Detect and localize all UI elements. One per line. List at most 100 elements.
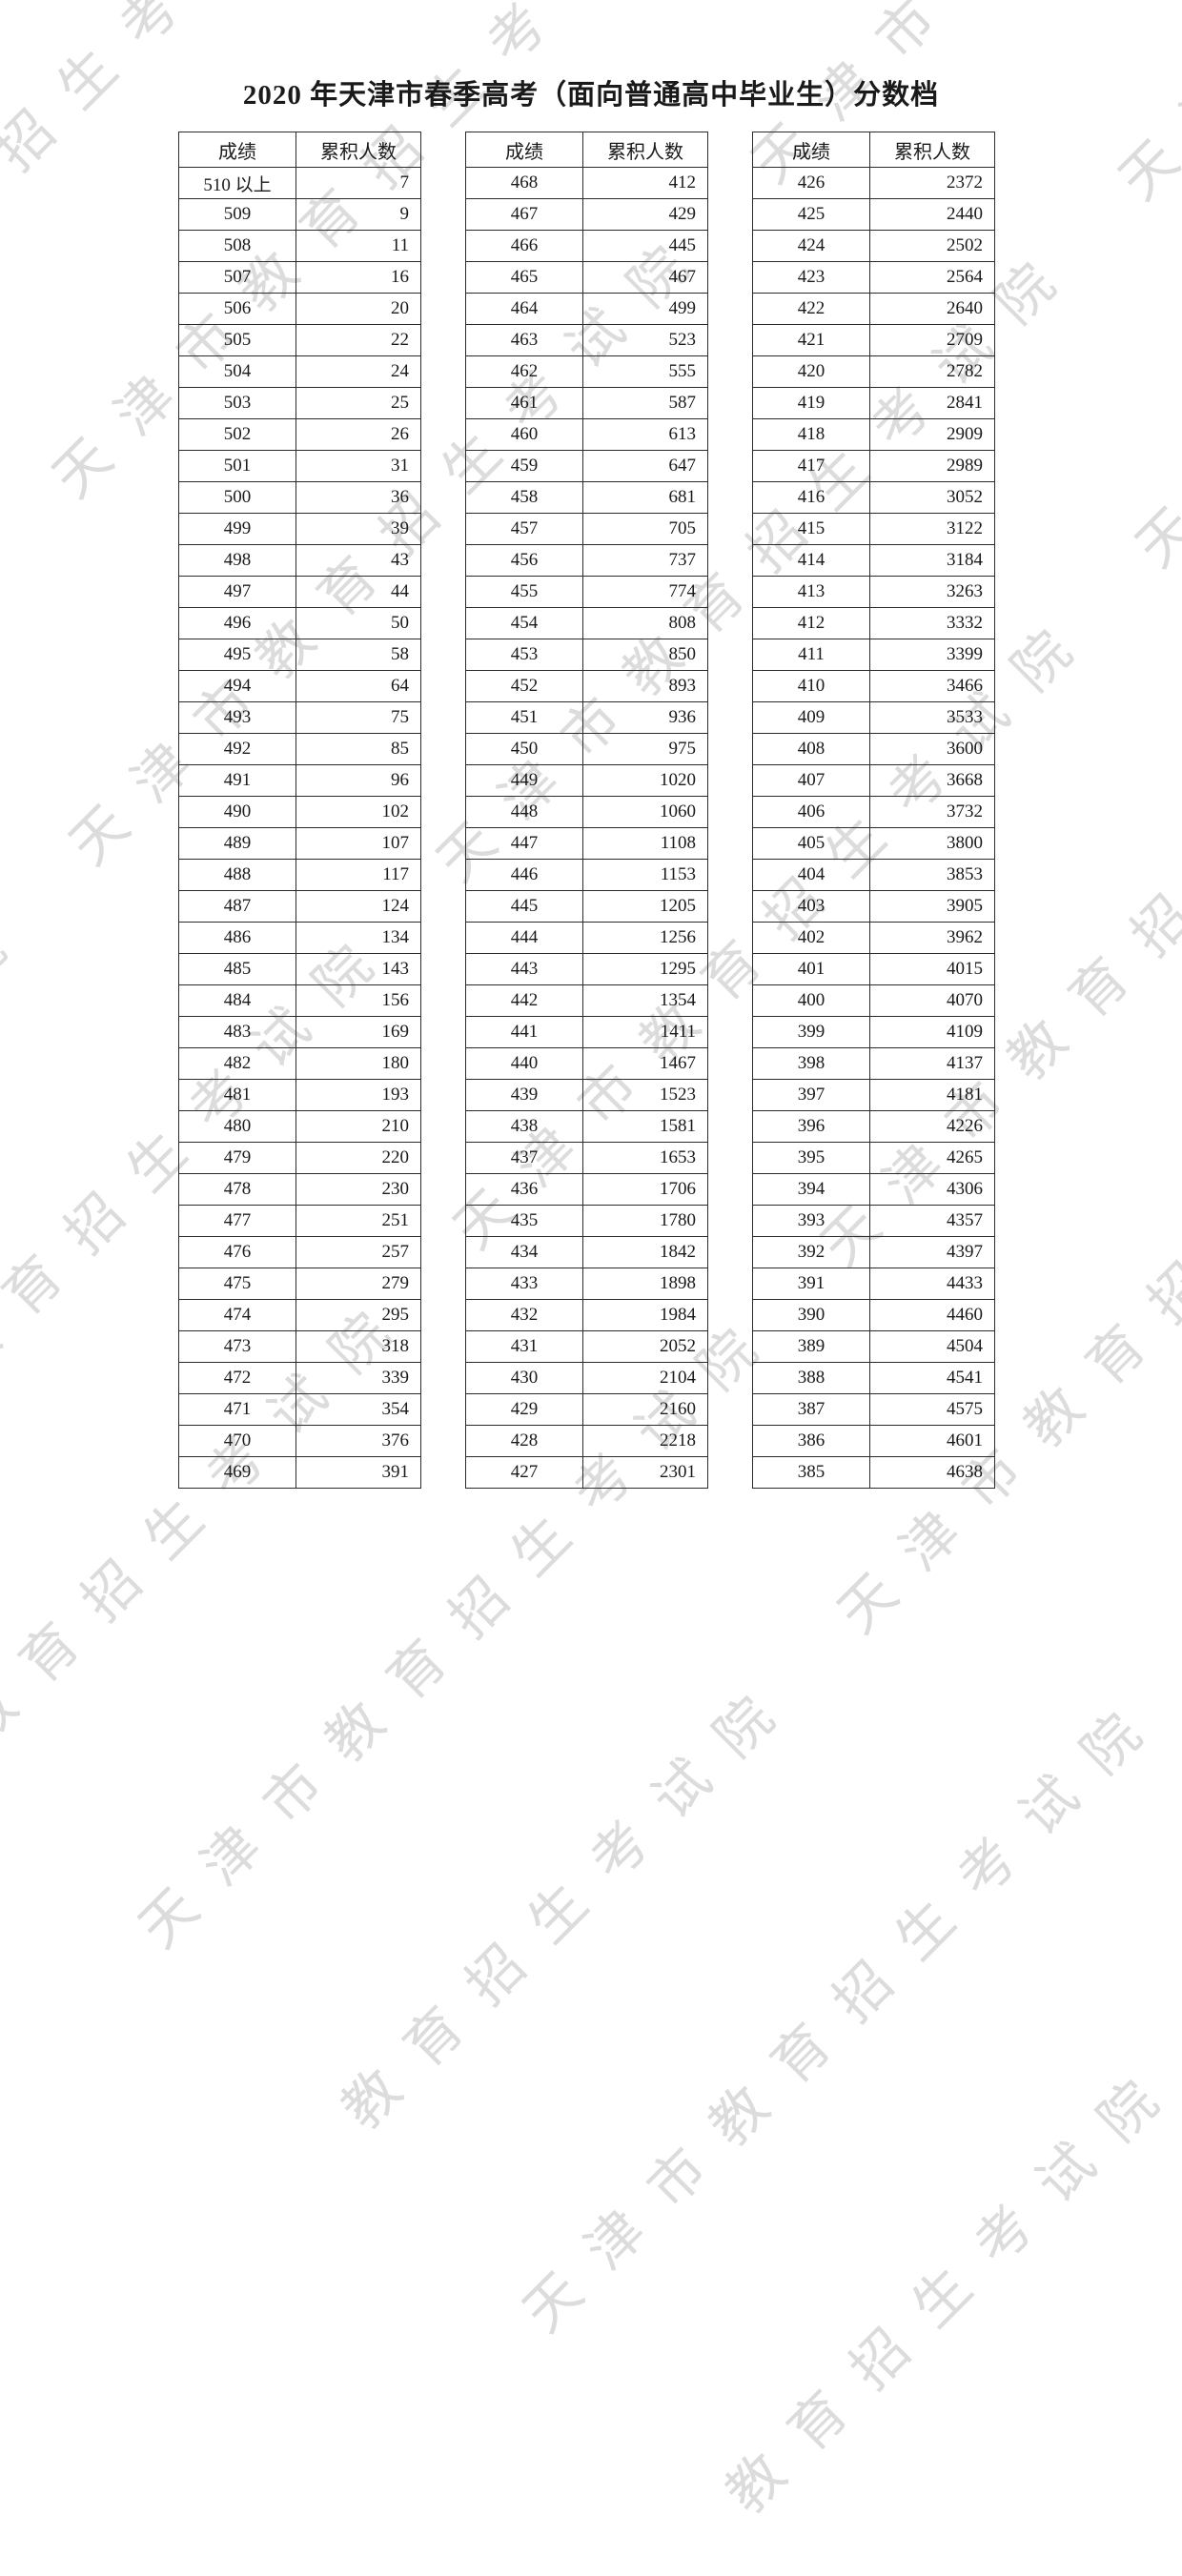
score-cell: 491: [178, 764, 296, 797]
score-cell: 447: [465, 827, 583, 860]
table-row: 415 3122: [752, 513, 995, 545]
score-cell: 493: [178, 701, 296, 734]
count-cell: 354: [296, 1393, 421, 1426]
score-cell: 434: [465, 1236, 583, 1268]
count-cell: 102: [296, 796, 421, 828]
score-cell: 442: [465, 984, 583, 1017]
table-row: 406 3732: [752, 796, 995, 828]
count-cell: 613: [582, 418, 708, 451]
count-cell: 4601: [869, 1425, 995, 1457]
score-cell: 449: [465, 764, 583, 797]
score-tables-container: 成绩 累积人数 510 以上 7 509 9 508 11 507 16 506 20 505 22 504…: [178, 132, 995, 1489]
score-cell: 456: [465, 544, 583, 577]
count-cell: 2440: [869, 198, 995, 231]
count-cell: 26: [296, 418, 421, 451]
score-cell: 477: [178, 1205, 296, 1237]
table-row: 423 2564: [752, 261, 995, 294]
score-cell: 473: [178, 1330, 296, 1363]
score-cell: 439: [465, 1079, 583, 1111]
table-row: 462 555: [465, 355, 708, 388]
score-cell: 471: [178, 1393, 296, 1426]
count-cell: 429: [582, 198, 708, 231]
table-row: 472 339: [178, 1362, 421, 1394]
count-cell: 193: [296, 1079, 421, 1111]
table-row: 395 4265: [752, 1142, 995, 1174]
score-cell: 441: [465, 1016, 583, 1048]
table-row: 410 3466: [752, 670, 995, 702]
count-cell: 3399: [869, 639, 995, 671]
score-cell: 420: [752, 355, 870, 388]
count-cell: 4357: [869, 1205, 995, 1237]
table-row: 461 587: [465, 387, 708, 419]
score-column-header: 成绩: [178, 132, 296, 168]
count-cell: 3800: [869, 827, 995, 860]
table-row: 424 2502: [752, 230, 995, 262]
table-row: 496 50: [178, 607, 421, 639]
count-cell: 774: [582, 576, 708, 608]
table-row: 434 1842: [465, 1236, 708, 1268]
score-cell: 435: [465, 1205, 583, 1237]
table-row: 475 279: [178, 1268, 421, 1300]
score-cell: 472: [178, 1362, 296, 1394]
score-cell: 408: [752, 733, 870, 765]
score-cell: 422: [752, 293, 870, 325]
count-cell: 20: [296, 293, 421, 325]
score-cell: 394: [752, 1173, 870, 1206]
count-cell: 4265: [869, 1142, 995, 1174]
table-row: 477 251: [178, 1205, 421, 1237]
score-cell: 418: [752, 418, 870, 451]
count-cell: 3600: [869, 733, 995, 765]
score-cell: 414: [752, 544, 870, 577]
score-cell: 429: [465, 1393, 583, 1426]
count-cell: 1984: [582, 1299, 708, 1331]
score-cell: 460: [465, 418, 583, 451]
score-cell: 486: [178, 922, 296, 954]
table-row: 388 4541: [752, 1362, 995, 1394]
score-cell: 433: [465, 1268, 583, 1300]
table-row: 485 143: [178, 953, 421, 985]
table-row: 483 169: [178, 1016, 421, 1048]
table-row: 439 1523: [465, 1079, 708, 1111]
count-column-header: 累积人数: [296, 132, 421, 168]
score-cell: 507: [178, 261, 296, 294]
count-cell: 808: [582, 607, 708, 639]
count-cell: 4575: [869, 1393, 995, 1426]
count-cell: 4181: [869, 1079, 995, 1111]
score-cell: 421: [752, 324, 870, 356]
score-cell: 419: [752, 387, 870, 419]
table-row: 464 499: [465, 293, 708, 325]
score-cell: 467: [465, 198, 583, 231]
table-row: 493 75: [178, 701, 421, 734]
count-cell: 2909: [869, 418, 995, 451]
table-row: 428 2218: [465, 1425, 708, 1457]
table-row: 427 2301: [465, 1456, 708, 1489]
count-cell: 555: [582, 355, 708, 388]
table-row: 492 85: [178, 733, 421, 765]
table-row: 452 893: [465, 670, 708, 702]
score-cell: 385: [752, 1456, 870, 1489]
score-cell: 416: [752, 481, 870, 514]
count-cell: 39: [296, 513, 421, 545]
table-row: 390 4460: [752, 1299, 995, 1331]
table-row: 444 1256: [465, 922, 708, 954]
score-cell: 459: [465, 450, 583, 482]
score-column-header: 成绩: [465, 132, 583, 168]
table-row: 392 4397: [752, 1236, 995, 1268]
score-cell: 432: [465, 1299, 583, 1331]
count-cell: 3184: [869, 544, 995, 577]
table-row: 497 44: [178, 576, 421, 608]
score-cell: 457: [465, 513, 583, 545]
count-cell: 85: [296, 733, 421, 765]
count-column-header: 累积人数: [869, 132, 995, 168]
table-row: 505 22: [178, 324, 421, 356]
count-cell: 4638: [869, 1456, 995, 1489]
score-cell: 501: [178, 450, 296, 482]
score-cell: 465: [465, 261, 583, 294]
score-cell: 505: [178, 324, 296, 356]
score-cell: 504: [178, 355, 296, 388]
count-cell: 1523: [582, 1079, 708, 1111]
table-row: 455 774: [465, 576, 708, 608]
score-cell: 455: [465, 576, 583, 608]
table-row: 499 39: [178, 513, 421, 545]
table-row: 504 24: [178, 355, 421, 388]
